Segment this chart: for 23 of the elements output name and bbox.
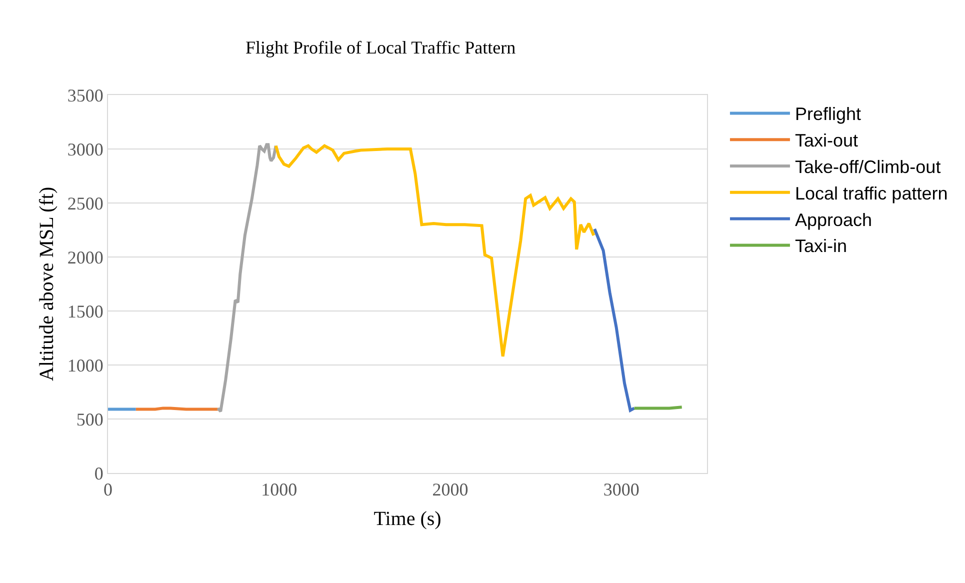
y-tick-label: 500 — [76, 409, 104, 430]
x-tick-label: 2000 — [432, 480, 468, 500]
y-tick-label: 3500 — [67, 85, 104, 106]
legend-label: Preflight — [794, 104, 862, 124]
x-axis-title: Time (s) — [374, 508, 442, 530]
y-axis-title: Altitude above MSL (ft) — [36, 186, 58, 382]
chart-title: Flight Profile of Local Traffic Pattern — [245, 37, 516, 58]
y-tick-label: 2000 — [67, 247, 104, 268]
y-tick-label: 1500 — [67, 301, 104, 322]
line-series — [216, 143, 278, 413]
legend-label: Local traffic pattern — [794, 183, 948, 204]
legend-label: Approach — [794, 210, 872, 230]
line-series — [593, 227, 636, 412]
y-tick-label: 0 — [94, 463, 104, 484]
y-tick-label: 1000 — [67, 355, 104, 376]
legend-label: Take-off/Climb-out — [794, 157, 941, 178]
legend-label: Taxi-out — [794, 130, 858, 151]
y-tick-label: 3000 — [67, 139, 104, 160]
x-tick-label: 1000 — [261, 480, 298, 500]
y-tick-label: 2500 — [67, 193, 104, 214]
x-tick-label: 3000 — [603, 480, 640, 500]
legend-label: Taxi-in — [794, 236, 847, 256]
line-series — [274, 144, 596, 358]
